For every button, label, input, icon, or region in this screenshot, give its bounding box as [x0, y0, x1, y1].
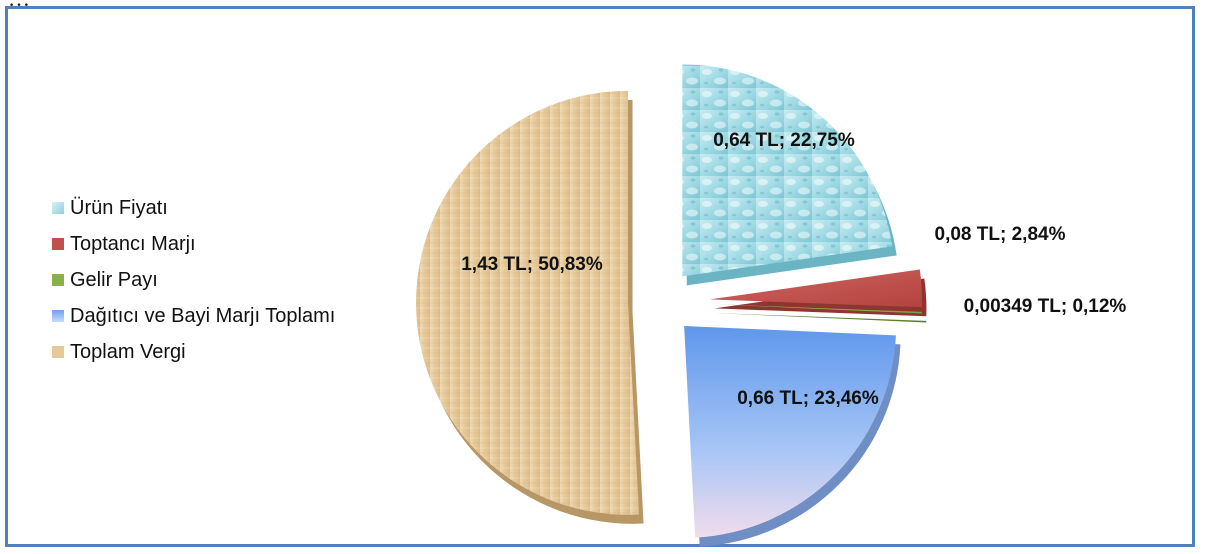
legend-label: Toptancı Marjı [70, 232, 196, 255]
legend-label: Ürün Fiyatı [70, 196, 168, 219]
slice-dagitici-bayi [684, 325, 896, 538]
slice-toplam-vergi [416, 90, 640, 515]
slice-gelir-payi [709, 304, 922, 314]
legend-swatch-green [52, 274, 64, 286]
slice-urun-fiyati [682, 64, 893, 277]
chart-legend: Ürün Fiyatı Toptancı Marjı Gelir Payı Da… [52, 190, 335, 370]
legend-item-toplam-vergi: Toplam Vergi [52, 334, 335, 370]
data-label-toplam-vergi: 1,43 TL; 50,83% [461, 254, 603, 275]
legend-swatch-water [52, 202, 64, 214]
slice-gelir-payi-depth [714, 313, 927, 323]
legend-item-gelir-payi: Gelir Payı [52, 262, 335, 298]
partial-caption-text: … [8, 0, 30, 12]
legend-label: Dağıtıcı ve Bayi Marjı Toplamı [70, 304, 336, 327]
data-label-gelir-payi: 0,00349 TL; 0,12% [964, 296, 1127, 317]
legend-item-dagitici-bayi: Dağıtıcı ve Bayi Marjı Toplamı [52, 298, 335, 334]
legend-item-toptanci-marji: Toptancı Marjı [52, 226, 335, 262]
legend-label: Toplam Vergi [70, 340, 186, 363]
slice-toptanci-marji [709, 269, 922, 308]
legend-item-urun-fiyati: Ürün Fiyatı [52, 190, 335, 226]
data-label-toptanci-marji: 0,08 TL; 2,84% [935, 224, 1066, 245]
data-label-dagitici-bayi: 0,66 TL; 23,46% [737, 388, 879, 409]
legend-swatch-blue [52, 310, 64, 322]
legend-label: Gelir Payı [70, 268, 158, 291]
legend-swatch-red [52, 238, 64, 250]
legend-swatch-beige [52, 346, 64, 358]
data-label-urun-fiyati: 0,64 TL; 22,75% [713, 130, 855, 151]
